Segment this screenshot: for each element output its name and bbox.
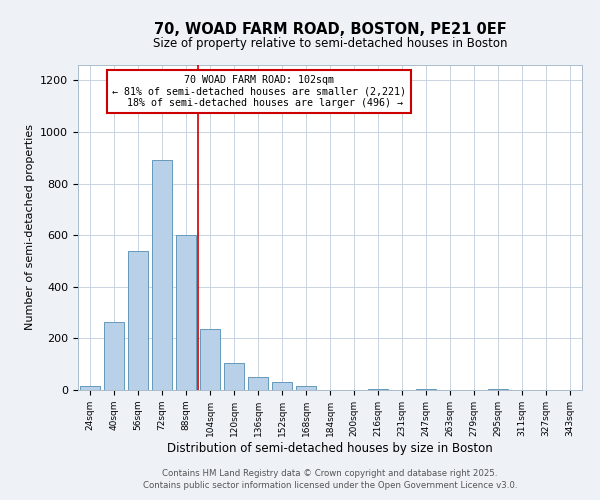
Text: 70, WOAD FARM ROAD, BOSTON, PE21 0EF: 70, WOAD FARM ROAD, BOSTON, PE21 0EF — [154, 22, 506, 38]
Bar — [248, 376, 268, 390]
Bar — [200, 329, 220, 390]
Bar — [488, 388, 508, 390]
Text: Contains HM Land Registry data © Crown copyright and database right 2025.: Contains HM Land Registry data © Crown c… — [162, 468, 498, 477]
Bar — [416, 388, 436, 390]
Bar — [152, 160, 172, 390]
Bar — [176, 235, 196, 390]
Bar — [272, 382, 292, 390]
Bar — [296, 386, 316, 390]
Text: Size of property relative to semi-detached houses in Boston: Size of property relative to semi-detach… — [153, 38, 507, 51]
Bar — [368, 388, 388, 390]
Bar — [104, 322, 124, 390]
Bar — [128, 252, 148, 390]
Bar — [80, 386, 100, 390]
Text: 70 WOAD FARM ROAD: 102sqm
← 81% of semi-detached houses are smaller (2,221)
  18: 70 WOAD FARM ROAD: 102sqm ← 81% of semi-… — [112, 74, 406, 108]
X-axis label: Distribution of semi-detached houses by size in Boston: Distribution of semi-detached houses by … — [167, 442, 493, 454]
Bar — [224, 363, 244, 390]
Text: Contains public sector information licensed under the Open Government Licence v3: Contains public sector information licen… — [143, 481, 517, 490]
Y-axis label: Number of semi-detached properties: Number of semi-detached properties — [25, 124, 35, 330]
